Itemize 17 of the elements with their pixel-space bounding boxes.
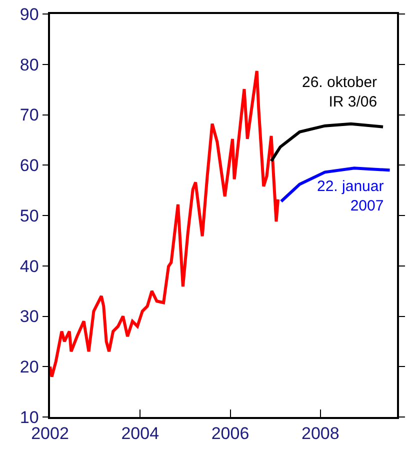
series-label: 26. oktober IR 3/06 (302, 74, 378, 110)
y-tick-label: 10 (20, 408, 39, 427)
y-tick-label: 30 (20, 307, 39, 326)
y-tick-label: 80 (20, 55, 39, 74)
series-label: 22. januar 2007 (317, 178, 384, 214)
y-tick-label: 40 (20, 256, 39, 276)
x-tick-label: 2002 (31, 424, 69, 444)
y-tick-label: 60 (20, 156, 39, 176)
x-tick-label: 2008 (301, 424, 340, 444)
line-series (270, 122, 385, 163)
x-tick-label: 2006 (211, 424, 250, 444)
x-tick-label: 2004 (121, 424, 160, 444)
y-tick-label: 70 (20, 106, 39, 125)
y-tick-label: 20 (20, 358, 39, 377)
y-tick-label: 50 (20, 206, 39, 226)
line-series (50, 69, 280, 378)
y-tick-label: 90 (20, 4, 39, 24)
